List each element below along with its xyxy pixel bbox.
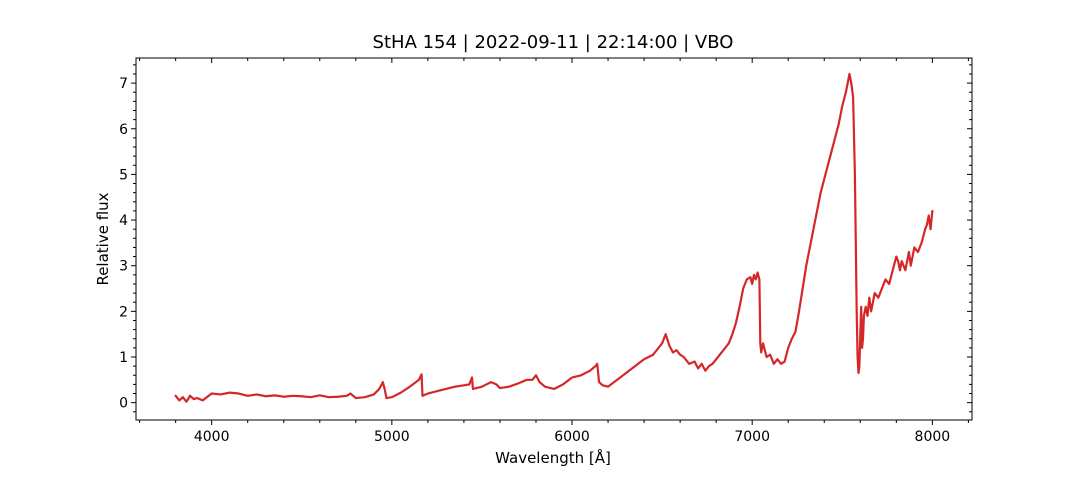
chart-title: StHA 154 | 2022-09-11 | 22:14:00 | VBO [373,32,734,53]
y-tick-label: 4 [119,213,128,229]
x-axis-label: Wavelength [Å] [495,448,611,467]
x-tick-label: 6000 [554,429,590,445]
x-tick-label: 8000 [915,429,951,445]
y-tick-label: 2 [119,304,128,320]
x-tick-label: 4000 [194,429,230,445]
y-axis-label: Relative flux [94,192,112,285]
y-tick-label: 5 [119,167,128,183]
y-tick-label: 7 [119,76,128,92]
y-tick-label: 1 [119,350,128,366]
axis-ticks: 4000 5000 6000 7000 8000 0 1 2 3 4 5 6 7 [119,58,972,445]
x-tick-label: 7000 [734,429,770,445]
y-tick-label: 6 [119,122,128,138]
spectrum-line [174,72,934,403]
plot-frame [135,57,973,421]
x-tick-label: 5000 [374,429,410,445]
y-tick-label: 0 [119,396,128,412]
y-tick-label: 3 [119,259,128,275]
